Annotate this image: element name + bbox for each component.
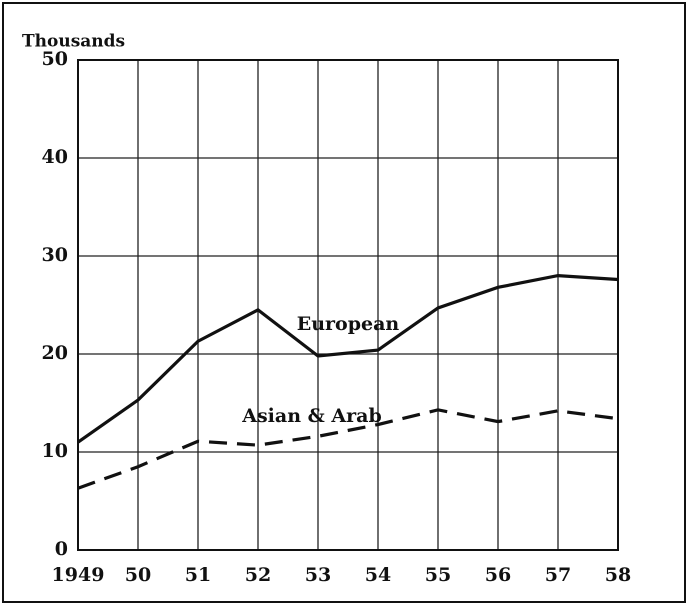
x-tick-label: 1949 xyxy=(52,564,105,586)
series-label: European xyxy=(297,313,400,335)
plot-frame xyxy=(77,59,619,551)
x-tick-label: 50 xyxy=(125,564,151,586)
x-tick-label: 57 xyxy=(545,564,571,586)
y-tick-label: 10 xyxy=(42,440,68,462)
x-tick-label: 51 xyxy=(185,564,211,586)
y-tick-label: 0 xyxy=(55,538,68,560)
x-tick-label: 52 xyxy=(245,564,271,586)
x-tick-label: 55 xyxy=(425,564,451,586)
y-axis-label: Thousands xyxy=(22,32,125,52)
series-line xyxy=(77,408,619,490)
y-tick-label: 20 xyxy=(42,342,68,364)
y-tick-label: 30 xyxy=(42,244,68,266)
y-tick-label: 40 xyxy=(42,146,68,168)
x-tick-label: 56 xyxy=(485,564,511,586)
x-tick-label: 54 xyxy=(365,564,391,586)
series-line xyxy=(77,273,619,444)
y-tick-label: 50 xyxy=(42,48,68,70)
series-label: Asian & Arab xyxy=(241,405,382,427)
x-tick-label: 58 xyxy=(605,564,631,586)
x-tick-label: 53 xyxy=(305,564,331,586)
